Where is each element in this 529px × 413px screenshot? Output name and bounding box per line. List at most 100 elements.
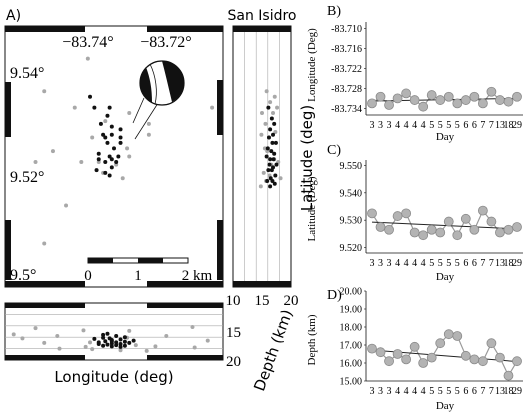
map-border-bar: [147, 26, 223, 32]
hypocenter-relocated: [270, 178, 275, 183]
data-point: [503, 96, 514, 107]
x-tick-label: 5: [438, 386, 443, 397]
x-tick-label: 5: [429, 120, 434, 131]
epicenter-relocated: [103, 170, 108, 175]
epicenter-relocated: [103, 135, 108, 140]
data-point: [367, 208, 377, 219]
epicenter-original: [72, 105, 77, 110]
hypocenter-relocated: [103, 339, 108, 344]
data-point: [452, 331, 463, 341]
hypocenter-original: [11, 332, 16, 337]
x-tick-label: 3: [370, 258, 375, 269]
hypocenter-relocated: [273, 173, 278, 178]
hypocenter-relocated: [122, 339, 127, 344]
panel-label-a: A): [6, 8, 21, 24]
depth-section-title: San Isidro: [227, 8, 296, 24]
hypocenter-original: [205, 338, 210, 343]
x-tick-label: 29: [512, 120, 522, 131]
hypocenter-original: [275, 105, 280, 110]
hypocenter-original: [272, 94, 277, 99]
longitude-section-ytick-1: 15: [226, 325, 241, 341]
panel-b-ylabel: Longitude (Deg): [306, 28, 318, 102]
hypocenter-relocated: [114, 340, 119, 345]
data-point: [486, 216, 497, 227]
hypocenter-original: [57, 346, 62, 351]
scale-bar-label-2: 2 km: [182, 268, 213, 284]
data-point: [512, 356, 522, 367]
data-point: [443, 329, 454, 340]
y-tick-label: 9.530: [340, 216, 363, 227]
depth-section-xtick-1: 10: [226, 293, 241, 309]
hypocenter-original: [55, 334, 60, 339]
x-tick-label: 4: [412, 258, 417, 269]
epicenter-relocated: [107, 154, 112, 159]
data-point: [409, 95, 420, 105]
x-tick-label: 5: [438, 120, 443, 131]
data-point: [495, 352, 505, 363]
x-tick-label: 5: [455, 120, 460, 131]
hypocenter-original: [20, 336, 25, 341]
epicenter-original: [127, 154, 132, 159]
data-point: [477, 205, 488, 216]
hypocenter-relocated: [101, 332, 106, 337]
data-point: [486, 338, 497, 349]
x-tick-label: 7: [489, 258, 494, 269]
data-point: [435, 227, 446, 238]
map-ytick-3: 9.5°: [10, 267, 36, 284]
x-tick-label: 6: [463, 258, 468, 269]
data-point: [367, 98, 377, 109]
x-tick-label: 18: [503, 120, 513, 131]
y-tick-label: 20.00: [340, 287, 363, 298]
depth-section-ylabel: Latitude (deg): [298, 105, 316, 211]
epicenter-relocated: [116, 154, 121, 159]
map-border-bar: [147, 281, 223, 287]
data-point: [375, 347, 386, 358]
x-tick-label: 7: [480, 120, 485, 131]
hypocenter-original: [133, 343, 138, 348]
hypocenter-original: [278, 176, 283, 181]
x-tick-label: 4: [404, 258, 409, 269]
data-point: [435, 95, 446, 105]
data-point: [495, 227, 505, 238]
data-point: [426, 224, 437, 235]
epicenter-relocated: [96, 151, 101, 156]
hypocenter-relocated: [109, 344, 114, 349]
hypocenter-original: [259, 132, 264, 137]
data-point: [401, 208, 412, 219]
map-border-bar: [217, 80, 223, 135]
hypocenter-original: [90, 347, 95, 352]
data-point: [443, 91, 454, 102]
x-tick-label: 3: [387, 258, 392, 269]
x-tick-label: 4: [404, 386, 409, 397]
longitude-section-points: [11, 324, 210, 353]
epicenter-original: [146, 121, 151, 126]
epicenter-relocated: [118, 140, 123, 145]
beachball-connector: [132, 97, 145, 124]
hypocenter-original: [190, 324, 195, 329]
hypocenter-original: [271, 111, 276, 115]
longitude-section-ytick-2: 20: [226, 354, 241, 370]
x-tick-label: 6: [472, 120, 477, 131]
data-point: [512, 222, 522, 232]
depth-section-xlabel: Depth (km): [250, 307, 296, 393]
x-tick-label: 4: [395, 120, 400, 131]
data-point: [452, 98, 463, 109]
x-tick-label: 4: [412, 386, 417, 397]
data-point: [452, 230, 463, 241]
hypocenter-original: [260, 111, 264, 115]
panel-label-b: B): [327, 4, 341, 19]
y-tick-label: 9.550: [340, 161, 363, 172]
epicenter-relocated: [118, 127, 123, 132]
depth-section-points: [258, 89, 283, 189]
x-tick-label: 7: [489, 120, 494, 131]
longitude-section-xlabel: Longitude (deg): [54, 368, 173, 386]
data-point: [486, 86, 497, 97]
x-tick-label: 3: [370, 386, 375, 397]
hypocenter-relocated: [269, 116, 274, 121]
epicenter-original: [85, 56, 90, 61]
scale-bar: 0 1 2 km: [84, 257, 213, 284]
hypocenter-original: [83, 344, 88, 349]
scale-bar-label-0: 0: [84, 268, 92, 284]
x-tick-label: 7: [480, 386, 485, 397]
